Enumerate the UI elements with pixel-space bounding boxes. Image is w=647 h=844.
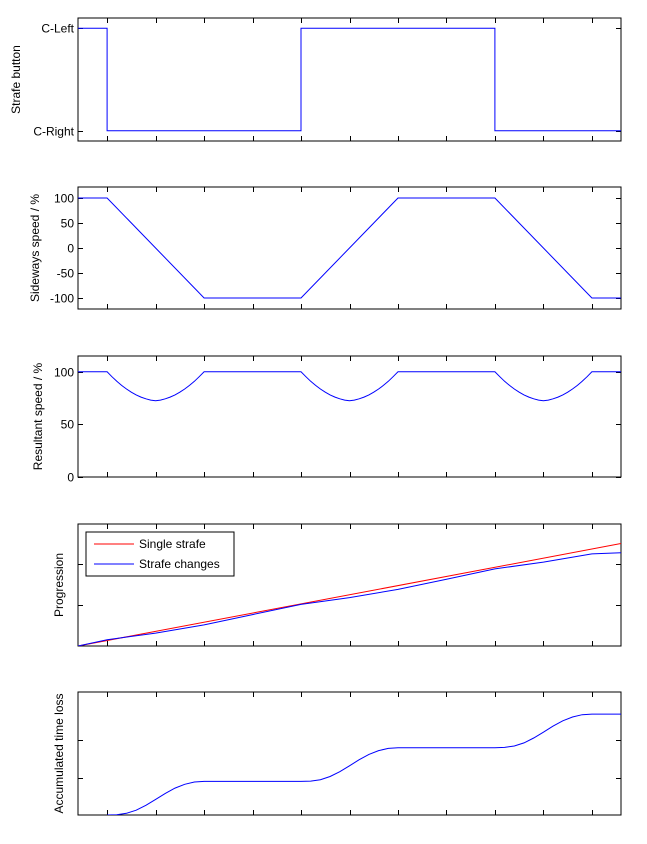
y-tick-label: 100	[54, 366, 74, 380]
series-line-1	[78, 371, 621, 402]
y-tick-label: 50	[61, 418, 75, 432]
y-tick-label: -50	[57, 267, 75, 281]
y-axis-label: Strafe button	[9, 45, 23, 114]
y-axis-label: Sideways speed / %	[28, 194, 42, 302]
subplot-2: -100 -50 0 50 100 Sideways speed / %	[28, 186, 622, 310]
subplot-1: C-Right C-Left Strafe button	[9, 17, 622, 142]
y-tick-label: C-Left	[41, 22, 74, 36]
series-line-1	[107, 713, 621, 815]
legend-box	[85, 531, 235, 577]
series-line-1	[78, 197, 621, 299]
series-line-strafe-changes	[78, 552, 621, 646]
legend: Single strafe Strafe changes	[85, 531, 235, 577]
y-tick-label: 0	[67, 471, 74, 485]
y-tick-label: 100	[54, 192, 74, 206]
subplot-4: Progression Single strafe Strafe changes	[52, 523, 622, 647]
axes-box	[77, 355, 622, 478]
y-tick-label: -100	[50, 292, 74, 306]
series-line-single-strafe	[78, 543, 621, 646]
y-axis-label: Resultant speed / %	[31, 362, 45, 470]
y-axis-label: Progression	[52, 553, 66, 617]
series-line-1	[78, 27, 621, 132]
axes-box	[77, 17, 622, 142]
y-tick-label: C-Right	[33, 125, 74, 139]
y-tick-label: 0	[67, 242, 74, 256]
axes-box	[77, 691, 622, 816]
subplot-3: 0 50 100 Resultant speed / %	[31, 355, 622, 485]
axes-box	[77, 523, 622, 647]
subplot-5: Accumulated time loss	[52, 691, 622, 816]
legend-label: Strafe changes	[139, 557, 220, 571]
y-axis-label: Accumulated time loss	[52, 693, 66, 813]
legend-label: Single strafe	[139, 537, 206, 551]
y-tick-label: 50	[61, 217, 75, 231]
